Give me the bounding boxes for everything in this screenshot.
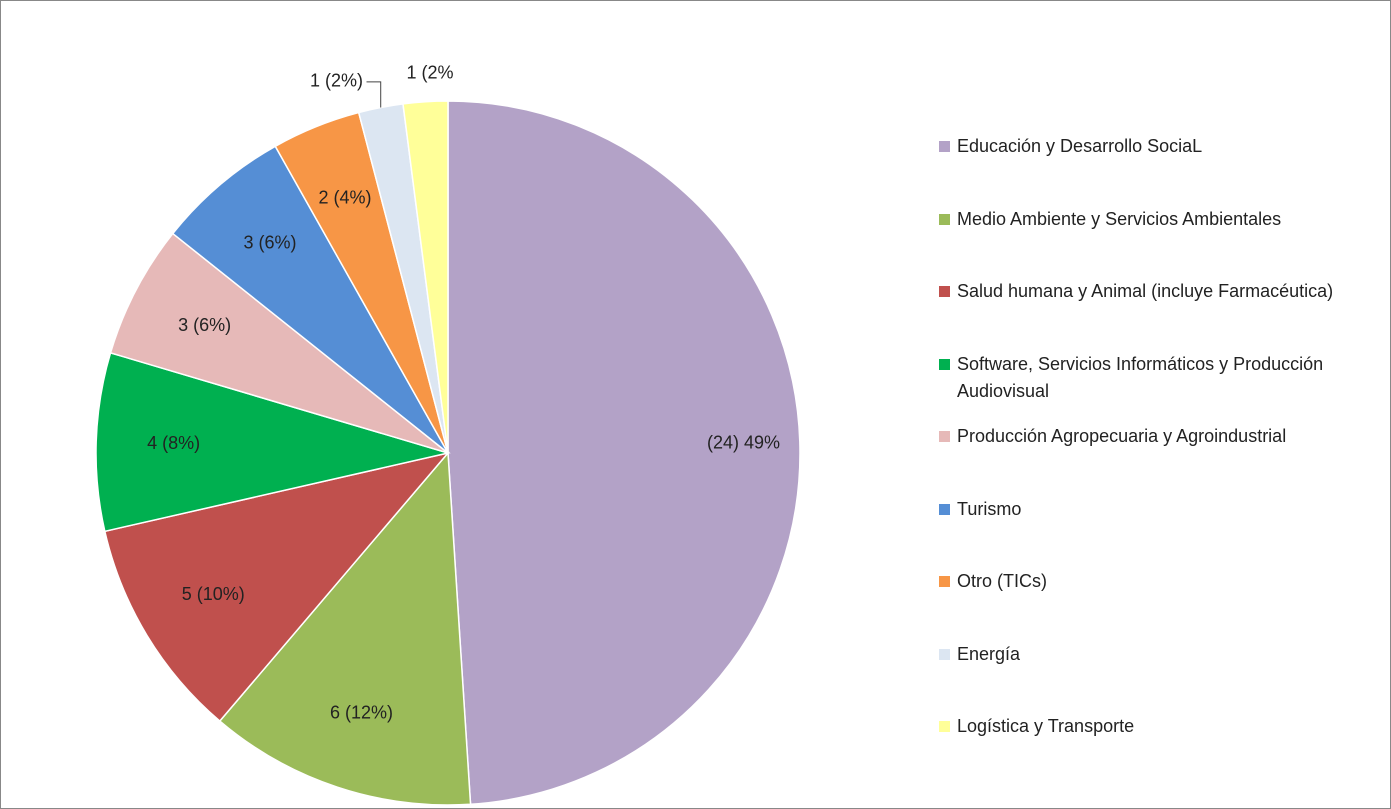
data-label: 6 (12%) [330, 702, 393, 722]
legend-label: Educación y Desarrollo SociaL [957, 136, 1203, 156]
legend-label: Logística y Transporte [957, 716, 1135, 736]
legend-swatch [939, 358, 950, 370]
pie-slice [171, 145, 449, 454]
data-label: 1 (2%) [310, 71, 363, 91]
pie-slice [103, 451, 451, 723]
legend-label: Energía [957, 643, 1021, 664]
legend-item: Otro (TICs) [939, 568, 1359, 641]
legend-item: Producción Agropecuaria y Agroindustrial [939, 423, 1359, 496]
data-label: (24) 49% [707, 432, 780, 452]
legend-swatch [939, 576, 950, 587]
legend-item: Turismo [939, 496, 1359, 569]
legend-item: Energía [939, 641, 1359, 714]
pie-slice [402, 100, 449, 454]
legend-label: Turismo [957, 498, 1022, 519]
legend-label: Software, Servicios Informáticos y Produ… [957, 353, 1324, 401]
legend-swatch [939, 141, 950, 152]
legend-item: Medio Ambiente y Servicios Ambientales [939, 206, 1359, 279]
legend-label: Salud humana y Animal (incluye Farmacéut… [957, 281, 1334, 301]
data-label: 4 (8%) [147, 433, 200, 453]
legend-swatch [939, 431, 950, 442]
data-label: 3 (6%) [244, 233, 297, 253]
legend-label: Producción Agropecuaria y Agroindustrial [957, 426, 1287, 446]
pie-slice [447, 100, 801, 806]
data-label: 2 (4%) [318, 187, 371, 207]
leader-line [366, 81, 382, 108]
legend-label: Otro (TICs) [957, 571, 1047, 591]
legend-swatch [939, 213, 950, 225]
pie-slice [95, 351, 451, 533]
legend-item: Software, Servicios Informáticos y Produ… [939, 351, 1359, 424]
data-label: 1 (2% [407, 63, 454, 83]
legend-swatch [939, 648, 950, 660]
legend-swatch [939, 503, 950, 515]
legend-item: Salud humana y Animal (incluye Farmacéut… [939, 278, 1359, 351]
legend: Educación y Desarrollo SociaL Medio Ambie… [939, 133, 1359, 786]
legend-item: Educación y Desarrollo SociaL [939, 133, 1359, 206]
legend-swatch [939, 721, 950, 732]
legend-label: Medio Ambiente y Servicios Ambientales [957, 208, 1282, 229]
data-label: 3 (6%) [178, 315, 231, 335]
legend-item: Logística y Transporte [939, 713, 1359, 786]
legend-swatch [939, 286, 950, 297]
data-label: 5 (10%) [182, 584, 245, 604]
pie-slice [109, 232, 449, 454]
pie-slice [218, 451, 472, 806]
